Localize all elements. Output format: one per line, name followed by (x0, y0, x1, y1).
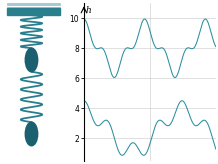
Text: h: h (86, 6, 92, 15)
Circle shape (25, 122, 38, 146)
Bar (7, 8, 60, 15)
Circle shape (25, 48, 38, 72)
